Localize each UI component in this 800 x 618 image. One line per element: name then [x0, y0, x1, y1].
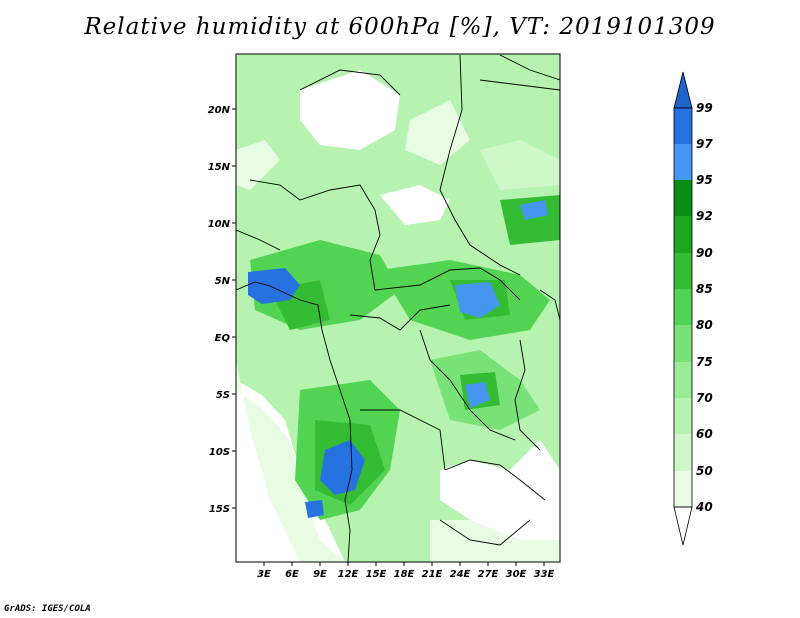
lon-label: 33E [534, 569, 555, 580]
colorbar-label: 60 [696, 427, 713, 441]
map-frame [235, 53, 561, 563]
lon-axis: 3E 6E 9E 12E 15E 18E 21E 24E 27E 30E 33E [257, 562, 555, 580]
colorbar-box-85-90 [674, 253, 692, 289]
colorbar-label: 99 [696, 101, 713, 115]
colorbar-label: 90 [696, 246, 713, 260]
colorbar-label: 80 [696, 318, 713, 332]
colorbar-box-92-95 [674, 180, 692, 216]
colorbar-box-50-60 [674, 434, 692, 471]
lon-label: 9E [313, 569, 327, 580]
lat-label: 5S [216, 390, 230, 401]
colorbar-box-75-80 [674, 325, 692, 362]
colorbar: 99 97 95 92 90 85 80 75 70 60 50 40 [673, 71, 713, 546]
lat-label: 5N [215, 276, 231, 287]
colorbar-label: 97 [696, 137, 713, 151]
political-borders [236, 54, 560, 562]
lon-label: 30E [506, 569, 527, 580]
lat-label: EQ [215, 333, 231, 344]
colorbar-box-40-50 [674, 471, 692, 507]
colorbar-box-70-75 [674, 362, 692, 398]
map-panel [235, 53, 561, 563]
lon-label: 21E [422, 569, 443, 580]
humidity-field [236, 70, 560, 562]
colorbar-label: 50 [696, 464, 713, 478]
lon-label: 24E [450, 569, 471, 580]
lat-axis: 20N 15N 10N 5N EQ 5S 10S 15S [208, 105, 236, 515]
map-title: Relative humidity at 600hPa [%], VT: 201… [84, 14, 716, 40]
colorbar-box-60-70 [674, 398, 692, 434]
lon-label: 12E [338, 569, 359, 580]
colorbar-box-97-99 [674, 108, 692, 144]
colorbar-top-arrow [673, 71, 693, 109]
colorbar-bottom-arrow [673, 506, 693, 546]
colorbar-label: 75 [696, 355, 713, 369]
lon-label: 27E [478, 569, 499, 580]
lat-label: 10S [209, 447, 230, 458]
colorbar-box-95-97 [674, 144, 692, 180]
lat-label: 20N [208, 105, 231, 116]
lon-label: 18E [394, 569, 415, 580]
colorbar-label: 70 [696, 391, 713, 405]
colorbar-label: 85 [696, 282, 713, 296]
colorbar-box-90-92 [674, 216, 692, 253]
grads-credit: GrADS: IGES/COLA [4, 604, 91, 614]
colorbar-label: 92 [696, 209, 713, 223]
lon-label: 3E [257, 569, 271, 580]
colorbar-label: 95 [696, 173, 713, 187]
lat-label: 15S [209, 504, 230, 515]
lon-label: 6E [285, 569, 299, 580]
lat-label: 15N [208, 162, 231, 173]
colorbar-label: 40 [695, 500, 713, 514]
colorbar-box-80-85 [674, 289, 692, 325]
lon-label: 15E [366, 569, 387, 580]
lat-label: 10N [208, 219, 231, 230]
